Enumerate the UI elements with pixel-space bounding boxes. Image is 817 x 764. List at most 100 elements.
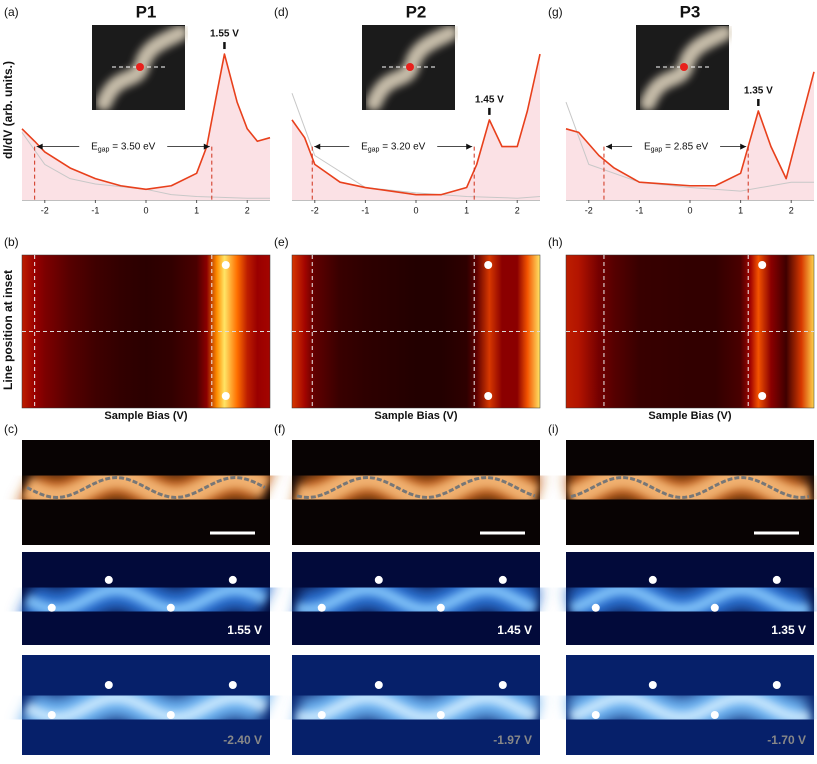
atom-dot <box>648 575 657 584</box>
orbital-core <box>569 583 810 616</box>
atom-dot <box>591 711 600 719</box>
arrow-head <box>36 143 43 150</box>
panel-label: (h) <box>548 235 563 249</box>
egap-part: E <box>361 141 368 152</box>
atom-dot <box>104 681 113 689</box>
end-dot <box>484 261 493 269</box>
atom-dot <box>772 575 781 584</box>
arrow-head <box>314 143 321 150</box>
panel-label: (b) <box>4 235 19 249</box>
panel-label: (c) <box>4 422 18 436</box>
bias-label: -1.97 V <box>493 733 532 747</box>
end-dot <box>221 261 230 269</box>
atom-dot <box>47 603 56 612</box>
x-tick-label: 0 <box>413 205 418 215</box>
orbital-core <box>295 583 537 616</box>
end-dot <box>758 392 767 400</box>
egap-part: gap <box>651 146 663 153</box>
x-tick-label: 0 <box>687 205 692 215</box>
atom-dot <box>498 681 507 689</box>
x-tick-label: 2 <box>245 205 250 215</box>
egap-label: Egap = 2.85 eV <box>644 141 709 153</box>
x-axis-label: Sample Bias (V) <box>648 410 731 422</box>
orbital-core <box>24 583 268 616</box>
atom-dot <box>436 711 445 719</box>
spectrum-area <box>22 54 270 200</box>
panel-label: (g) <box>548 5 563 19</box>
inset-dot <box>136 63 144 71</box>
arrow-head <box>203 143 210 150</box>
egap-label: Egap = 3.50 eV <box>91 141 156 153</box>
egap-part: E <box>91 141 98 152</box>
atom-dot <box>166 603 175 612</box>
y-axis-label: Line position at inset <box>1 270 15 390</box>
egap-label-bg <box>632 139 721 154</box>
spectrum-line <box>565 101 814 192</box>
atom-dot <box>710 711 719 719</box>
arrow-head <box>740 143 747 150</box>
x-tick-label: -2 <box>585 205 593 215</box>
atom-dot <box>374 575 383 584</box>
x-axis-label: Sample Bias (V) <box>374 410 457 422</box>
panel-label: (e) <box>274 235 289 249</box>
x-tick-label: 0 <box>143 205 148 215</box>
x-tick-label: 1 <box>464 205 469 215</box>
spectrum-area <box>566 71 814 200</box>
atom-dot <box>374 681 383 689</box>
x-tick-label: -1 <box>361 205 369 215</box>
x-axis-label: Sample Bias (V) <box>104 410 187 422</box>
molecule <box>570 476 810 499</box>
peak-label: 1.35 V <box>744 86 773 97</box>
x-tick-label: -1 <box>91 205 99 215</box>
panel-title: P2 <box>406 2 427 21</box>
orbital-core <box>295 691 537 724</box>
arrow-head <box>605 143 612 150</box>
x-tick-label: 2 <box>789 205 794 215</box>
molecule <box>26 475 266 500</box>
atom-dot <box>710 603 719 612</box>
egap-label: Egap = 3.20 eV <box>361 141 426 153</box>
x-tick-label: 2 <box>515 205 520 215</box>
atom-dot <box>166 711 175 719</box>
bias-label: -2.40 V <box>223 733 262 747</box>
spectrum-area <box>292 54 540 200</box>
egap-part: E <box>644 141 651 152</box>
atom-dot <box>772 681 781 689</box>
panel-label: (i) <box>548 422 559 436</box>
spectrum-line <box>291 53 541 196</box>
peak-label: 1.55 V <box>210 29 239 40</box>
atom-dot <box>317 711 326 719</box>
orbital-core <box>24 691 268 724</box>
y-axis-label: dI/dV (arb. units.) <box>1 61 15 159</box>
atom-dot <box>228 575 237 584</box>
panel-label: (d) <box>274 5 289 19</box>
panel-label: (a) <box>4 5 19 19</box>
inset-dot <box>406 63 414 71</box>
bias-label: 1.55 V <box>227 623 262 637</box>
x-tick-label: -2 <box>311 205 319 215</box>
egap-label-bg <box>349 139 438 154</box>
molecule <box>296 476 536 499</box>
inset-dot <box>680 63 688 71</box>
panel-title: P3 <box>680 2 701 21</box>
atom-dot <box>47 711 56 719</box>
end-dot <box>484 392 493 400</box>
spectrum-line <box>565 71 815 187</box>
atom-dot <box>648 681 657 689</box>
x-tick-label: -2 <box>41 205 49 215</box>
spectrum-line <box>291 93 541 199</box>
x-tick-label: 1 <box>194 205 199 215</box>
egap-part: = 3.20 eV <box>379 141 425 152</box>
atom-dot <box>317 603 326 612</box>
egap-part: = 2.85 eV <box>662 141 708 152</box>
spectrum-line <box>21 53 271 191</box>
atom-dot <box>228 681 237 689</box>
egap-part: gap <box>368 146 380 153</box>
atom-dot <box>591 603 600 612</box>
x-tick-label: -1 <box>635 205 643 215</box>
arrow-head <box>466 143 473 150</box>
bias-label: 1.35 V <box>771 623 806 637</box>
egap-part: = 3.50 eV <box>109 141 155 152</box>
orbital-core <box>569 691 810 724</box>
